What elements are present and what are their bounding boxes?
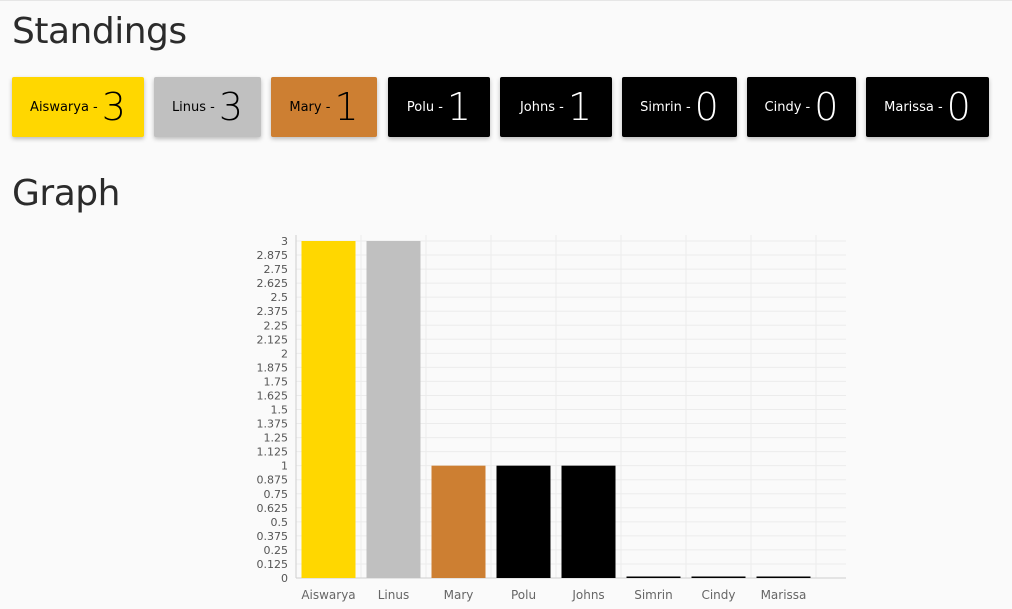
top-divider xyxy=(0,0,1012,1)
standing-score: 3 xyxy=(101,85,126,129)
standing-score: 0 xyxy=(946,85,971,129)
y-tick-label: 1.25 xyxy=(264,432,289,445)
y-tick-label: 2.625 xyxy=(257,277,289,290)
y-tick-label: 1 xyxy=(281,460,288,473)
standing-score: 1 xyxy=(446,85,472,129)
y-tick-label: 0.375 xyxy=(257,530,289,543)
bar xyxy=(366,241,421,578)
y-tick-label: 0.5 xyxy=(271,516,289,529)
standing-name: Mary - xyxy=(289,99,331,115)
y-tick-label: 1.375 xyxy=(257,418,289,431)
y-tick-label: 3 xyxy=(281,235,288,248)
y-tick-label: 1.75 xyxy=(264,375,289,388)
y-tick-label: 1.125 xyxy=(257,446,289,459)
x-tick-label: Mary xyxy=(444,588,474,602)
x-tick-label: Linus xyxy=(378,588,409,602)
x-tick-label: Marissa xyxy=(761,588,807,602)
y-tick-label: 1.5 xyxy=(271,404,289,417)
y-tick-label: 2.375 xyxy=(257,305,289,318)
x-tick-label: Cindy xyxy=(701,588,735,602)
x-tick-label: Simrin xyxy=(634,588,673,602)
standing-name: Linus - xyxy=(171,99,215,115)
standing-score: 0 xyxy=(694,85,719,129)
y-tick-label: 1.625 xyxy=(257,389,289,402)
standing-card: Johns -1 xyxy=(500,77,612,137)
y-tick-label: 2.25 xyxy=(264,319,289,332)
bar xyxy=(561,465,616,578)
y-tick-label: 0.25 xyxy=(264,544,289,557)
standing-card: Linus -3 xyxy=(154,77,261,137)
bar xyxy=(431,465,486,578)
standing-card: Cindy -0 xyxy=(747,77,856,137)
y-tick-label: 2.5 xyxy=(271,291,289,304)
standing-name: Johns - xyxy=(519,99,564,115)
y-tick-label: 0.625 xyxy=(257,502,289,515)
bar xyxy=(691,576,746,578)
bar xyxy=(301,241,356,578)
standing-card: Mary -1 xyxy=(271,77,377,137)
y-tick-label: 2 xyxy=(281,347,288,360)
standing-name: Polu - xyxy=(406,99,443,115)
x-tick-label: Polu xyxy=(511,588,536,602)
bar xyxy=(756,576,811,578)
graph-title: Graph xyxy=(12,173,120,214)
standings-title: Standings xyxy=(12,11,187,52)
standing-name: Cindy - xyxy=(764,99,811,115)
standing-card: Aiswarya -3 xyxy=(12,77,144,137)
bar xyxy=(496,465,551,578)
standing-score: 0 xyxy=(814,85,839,129)
y-tick-label: 0 xyxy=(281,572,288,585)
standing-score: 1 xyxy=(567,85,593,129)
standing-name: Aiswarya - xyxy=(30,99,98,115)
y-tick-label: 1.875 xyxy=(257,361,289,374)
y-tick-label: 0.75 xyxy=(264,488,289,501)
standing-card: Polu -1 xyxy=(388,77,490,137)
y-tick-label: 2.875 xyxy=(257,249,289,262)
y-tick-label: 0.125 xyxy=(257,558,289,571)
standing-score: 3 xyxy=(218,85,244,129)
y-tick-label: 0.875 xyxy=(257,474,289,487)
standing-card: Marissa -0 xyxy=(866,77,989,137)
standing-score: 1 xyxy=(334,85,359,129)
x-tick-label: Johns xyxy=(571,588,604,602)
standing-name: Marissa - xyxy=(884,99,943,115)
y-tick-label: 2.125 xyxy=(257,333,289,346)
y-tick-label: 2.75 xyxy=(264,263,289,276)
x-tick-label: Aiswarya xyxy=(301,588,355,602)
standing-name: Simrin - xyxy=(640,99,691,115)
standing-card: Simrin -0 xyxy=(622,77,737,137)
bar xyxy=(626,576,681,578)
